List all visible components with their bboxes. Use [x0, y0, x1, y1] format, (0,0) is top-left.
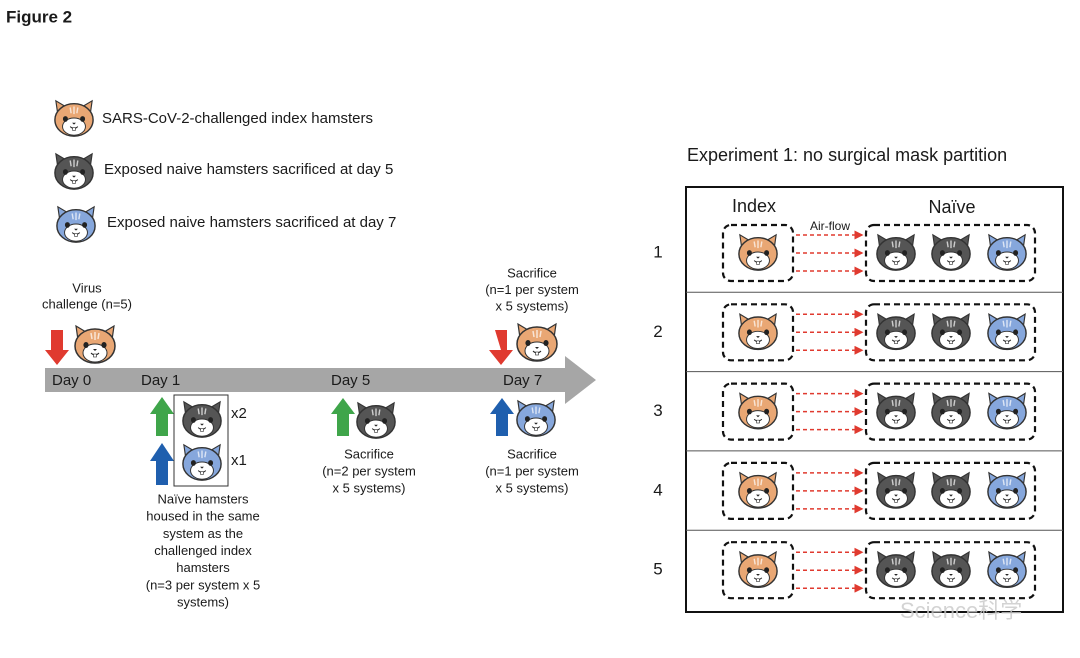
naive-box	[864, 303, 1037, 362]
row-number: 2	[653, 322, 662, 341]
note-line: x 5 systems)	[496, 480, 569, 495]
experiment-rows: 1 2 3 4 5	[653, 223, 1063, 600]
note-line: challenge (n=5)	[42, 296, 132, 311]
row-number: 5	[653, 560, 662, 579]
naive-box	[864, 541, 1037, 600]
day5-hamster-icon	[931, 471, 971, 509]
red-arrow	[489, 330, 513, 365]
index-hamster-icon	[738, 551, 778, 589]
index-box	[721, 382, 795, 441]
green-arrow	[150, 397, 174, 436]
day5-hamster-icon	[876, 392, 916, 430]
day5-hamster-icon	[876, 313, 916, 351]
legend-label: SARS-CoV-2-challenged index hamsters	[102, 110, 373, 127]
index-hamster-icon	[738, 471, 778, 509]
index-hamster-icon	[54, 100, 94, 137]
day5-hamster-icon	[356, 402, 396, 439]
count-label: x1	[231, 452, 247, 469]
index-box	[721, 223, 795, 283]
note-line: systems)	[177, 595, 229, 610]
index-box	[721, 303, 795, 362]
day7-hamster-icon	[182, 444, 222, 481]
day7-hamster-icon	[987, 471, 1027, 509]
day5-hamster-icon	[182, 401, 222, 438]
note-line: Sacrifice	[344, 446, 394, 461]
day5-hamster-icon	[876, 551, 916, 589]
day5-hamster-icon	[876, 471, 916, 509]
group-box	[173, 394, 229, 487]
day7-hamster-icon	[987, 313, 1027, 351]
note-line: Naïve hamsters	[157, 491, 249, 506]
day5-hamster-icon	[931, 392, 971, 430]
blue-arrow	[490, 398, 514, 436]
note-line: housed in the same	[146, 509, 259, 524]
green-arrow	[331, 398, 355, 436]
day7-hamster-icon	[987, 234, 1027, 271]
day-label: Day 0	[52, 372, 91, 389]
day-label: Day 7	[503, 372, 542, 389]
index-heading: Index	[732, 196, 776, 216]
naive-box	[864, 461, 1037, 520]
index-hamster-icon	[738, 392, 778, 430]
naive-heading: Naïve	[928, 197, 975, 217]
note-line: x 5 systems)	[496, 298, 569, 313]
day5-hamster-icon	[876, 234, 916, 271]
index-hamster-icon	[516, 323, 558, 362]
row-number: 4	[653, 480, 662, 499]
watermark: Science科学	[900, 598, 1022, 623]
experiment-title: Experiment 1: no surgical mask partition	[687, 145, 1007, 165]
note-line: Sacrifice	[507, 265, 557, 280]
row-number: 1	[653, 242, 662, 261]
note-line: system as the	[163, 526, 243, 541]
naive-box	[864, 382, 1037, 441]
index-box	[721, 541, 795, 600]
day-label: Day 5	[331, 372, 370, 389]
note-line: x 5 systems)	[333, 480, 406, 495]
note-line: (n=1 per system	[485, 282, 579, 297]
note-line: (n=2 per system	[322, 463, 416, 478]
note-line: hamsters	[176, 560, 230, 575]
note-line: (n=1 per system	[485, 463, 579, 478]
row-number: 3	[653, 401, 662, 420]
index-hamster-icon	[738, 313, 778, 351]
index-hamster-icon	[74, 325, 116, 364]
day5-hamster-icon	[931, 313, 971, 351]
day5-hamster-icon	[931, 551, 971, 589]
legend-label: Exposed naive hamsters sacrificed at day…	[104, 161, 393, 178]
timeline-arrow	[45, 356, 596, 404]
note-line: Sacrifice	[507, 446, 557, 461]
naive-box	[864, 223, 1037, 283]
figure-title: Figure 2	[6, 7, 72, 26]
index-box	[721, 461, 795, 520]
day7-hamster-icon	[987, 551, 1027, 589]
day7-hamster-icon	[516, 400, 556, 437]
day1-note: Naïve hamsters housed in the same system a…	[146, 491, 261, 609]
day-label: Day 1	[141, 372, 180, 389]
note-line: challenged index	[154, 543, 252, 558]
day7-hamster-icon	[56, 206, 96, 243]
index-hamster-icon	[738, 234, 778, 271]
blue-arrow	[150, 443, 174, 485]
day5-hamster-icon	[54, 153, 94, 190]
experiment-frame	[685, 186, 1064, 613]
count-label: x2	[231, 405, 247, 422]
red-arrow	[45, 330, 69, 365]
airflow-label: Air-flow	[810, 219, 850, 233]
day7-bottom-note: Sacrifice (n=1 per system x 5 systems)	[485, 446, 579, 495]
day5-note: Sacrifice (n=2 per system x 5 systems)	[322, 446, 416, 495]
note-line: Virus	[72, 280, 102, 295]
day7-hamster-icon	[987, 392, 1027, 430]
note-line: (n=3 per system x 5	[146, 577, 261, 592]
legend-label: Exposed naive hamsters sacrificed at day…	[107, 214, 396, 231]
day5-hamster-icon	[931, 234, 971, 271]
